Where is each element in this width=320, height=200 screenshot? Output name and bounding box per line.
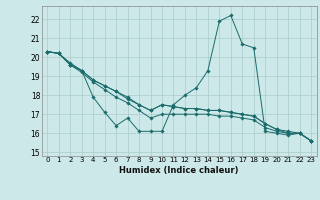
X-axis label: Humidex (Indice chaleur): Humidex (Indice chaleur) — [119, 166, 239, 175]
